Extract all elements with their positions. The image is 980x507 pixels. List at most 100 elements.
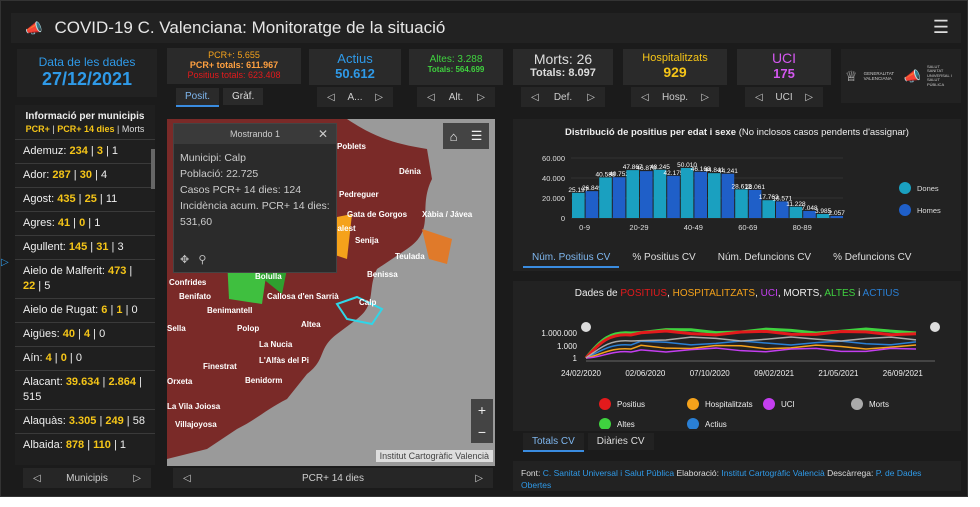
x-tick-label: 60-69 <box>738 223 757 232</box>
legend-label: Morts <box>869 400 889 409</box>
bar-homes <box>585 191 599 218</box>
municipi-pcr14: 30 <box>79 169 92 181</box>
next-arrow-icon[interactable]: ▷ <box>133 472 141 484</box>
municipi-row[interactable]: Agullent: 145 | 31 | 3 <box>15 235 155 259</box>
map-place-label: Orxeta <box>167 377 193 386</box>
footer-elab-link[interactable]: Institut Cartogràfic Valencià <box>721 468 825 478</box>
footer-font-link[interactable]: C. Sanitat Universal i Salut Pública <box>542 468 675 478</box>
legend-label: Hospitalitzats <box>705 400 753 409</box>
next-arrow-icon[interactable]: ▷ <box>375 91 383 103</box>
municipi-row[interactable]: Ador: 287 | 30 | 4 <box>15 163 155 187</box>
bar-homes <box>721 173 735 218</box>
map-place-label: Callosa d'en Sarrià <box>267 292 339 301</box>
municipi-morts: 4 <box>100 169 108 181</box>
list-scrollbar[interactable] <box>151 149 155 189</box>
bar-value-label: 25.197 <box>568 187 588 194</box>
prev-arrow-icon[interactable]: ◁ <box>33 472 41 484</box>
municipi-pcr14: 2.864 <box>108 376 136 388</box>
prev-arrow-icon[interactable]: ◁ <box>183 472 191 484</box>
municipis-list[interactable]: Ademuz: 234 | 3 | 1 Ador: 287 | 30 | 4 Ago… <box>15 139 155 457</box>
municipi-row[interactable]: Albaida: 878 | 110 | 1 <box>15 433 155 457</box>
prev-arrow-icon[interactable]: ◁ <box>755 91 763 103</box>
pcr-daily: PCR+: 5.655 <box>208 50 260 60</box>
prev-arrow-icon[interactable]: ◁ <box>327 91 335 103</box>
municipi-orange-zone[interactable] <box>422 229 452 264</box>
prev-arrow-icon[interactable]: ◁ <box>531 91 539 103</box>
municipi-row[interactable]: Aín: 4 | 0 | 0 <box>15 346 155 370</box>
popup-poblacio: Població: 22.725 <box>180 168 259 180</box>
municipi-row[interactable]: Ademuz: 234 | 3 | 1 <box>15 139 155 163</box>
footer-desc-link[interactable]: P. de Dades Obertes <box>521 468 922 490</box>
municipi-morts: 1 <box>111 145 119 157</box>
tab-chart-1[interactable]: Núm. Positius CV <box>523 249 620 268</box>
municipi-pcr: 145 <box>68 241 88 253</box>
municipi-row[interactable]: Agost: 435 | 25 | 11 <box>15 187 155 211</box>
altes-panel: Altes: 3.288 Totals: 564.699 <box>409 49 503 85</box>
municipi-pcr14: 22 <box>23 280 36 292</box>
municipi-pcr: 6 <box>101 304 108 316</box>
line-chart-title-part: , <box>755 288 761 299</box>
zoom-in-icon[interactable]: + <box>477 402 487 418</box>
tab-chart-3[interactable]: Núm. Defuncions CV <box>708 249 821 266</box>
municipi-morts: 0 <box>75 352 82 364</box>
bar-value-label: 17.763 <box>759 194 779 201</box>
left-expand-icon[interactable]: ▷ <box>1 257 9 268</box>
map-place-label: Benimantell <box>207 306 252 315</box>
prev-arrow-icon[interactable]: ◁ <box>427 91 435 103</box>
bar-homes <box>694 171 707 218</box>
municipi-pcr: 473 <box>107 265 127 277</box>
bar-value-label: 46.168 <box>691 166 711 173</box>
municipi-row[interactable]: Aielo de Malferit: 473 | 22 | 5 <box>15 259 155 298</box>
next-arrow-icon[interactable]: ▷ <box>477 91 485 103</box>
x-tick-label: 07/10/2020 <box>690 369 731 378</box>
range-slider-handle[interactable] <box>581 322 591 332</box>
next-arrow-icon[interactable]: ▷ <box>475 472 483 484</box>
next-arrow-icon[interactable]: ▷ <box>701 91 709 103</box>
municipi-row[interactable]: Aigües: 40 | 4 | 0 <box>15 322 155 346</box>
popup-casos: Casos PCR+ 14 dies: 124 <box>180 184 302 196</box>
next-arrow-icon[interactable]: ▷ <box>587 91 595 103</box>
dashboard: 📣 COVID-19 C. Valenciana: Monitoratge de… <box>0 0 968 497</box>
bar-value-label: 28.612 <box>732 183 752 190</box>
municipi-name: Alaquàs: <box>23 415 69 427</box>
map-toolbar: ⌂ ☰ <box>443 123 489 149</box>
municipi-row[interactable]: Agres: 41 | 0 | 1 <box>15 211 155 235</box>
line-chart-title-part: POSITIUS <box>620 288 668 299</box>
municipi-pcr: 234 <box>69 145 88 157</box>
tab-graf[interactable]: Gràf. <box>223 88 264 105</box>
hosp-panel: Hospitalitzats 929 <box>623 49 727 85</box>
move-icon[interactable]: ✥ <box>180 254 190 266</box>
tab-chart-2[interactable]: % Positius CV <box>623 249 705 266</box>
legend-label: Altes <box>617 420 635 429</box>
home-icon[interactable]: ⌂ <box>449 128 458 144</box>
next-arrow-icon[interactable]: ▷ <box>805 91 813 103</box>
bar-value-label: 7.048 <box>801 205 818 212</box>
tab-evolution-1[interactable]: Totals CV <box>523 433 584 452</box>
tab-chart-4[interactable]: % Defuncions CV <box>824 249 921 266</box>
zoom-out-icon[interactable]: − <box>477 424 487 440</box>
map-credit: Institut Cartogràfic Valencià <box>375 450 493 462</box>
range-slider-handle[interactable] <box>930 322 940 332</box>
prev-arrow-icon[interactable]: ◁ <box>641 91 649 103</box>
close-icon[interactable]: ✕ <box>317 127 328 141</box>
municipi-row[interactable]: Alaquàs: 3.305 | 249 | 58 <box>15 409 155 433</box>
municipi-green-zone[interactable] <box>257 269 287 294</box>
list-icon[interactable]: ☰ <box>470 128 483 143</box>
line-chart-title-part: UCI <box>760 288 778 299</box>
municipi-morts: 3 <box>117 241 124 253</box>
x-tick-label: 0-9 <box>579 223 590 232</box>
selected-municipi-outline[interactable] <box>335 295 384 326</box>
morts-label: Morts: 26 <box>533 51 593 67</box>
positius-total: Positius totals: 623.408 <box>187 70 281 80</box>
hosp-value: 929 <box>663 64 687 80</box>
municipi-morts: 11 <box>105 193 118 205</box>
tab-posit[interactable]: Posit. <box>176 88 220 107</box>
municipi-pcr14: 0 <box>79 217 86 229</box>
y-tick-label: 1.000.000 <box>541 329 577 338</box>
municipi-row[interactable]: Alacant: 39.634 | 2.864 | 515 <box>15 370 155 409</box>
zoom-to-icon[interactable]: ⚲ <box>198 254 207 266</box>
municipi-row[interactable]: Aielo de Rugat: 6 | 1 | 0 <box>15 298 155 322</box>
hamburger-menu-icon[interactable]: ☰ <box>932 17 949 37</box>
tab-evolution-2[interactable]: Diàries CV <box>587 433 654 450</box>
municipi-pcr: 4 <box>45 352 52 364</box>
